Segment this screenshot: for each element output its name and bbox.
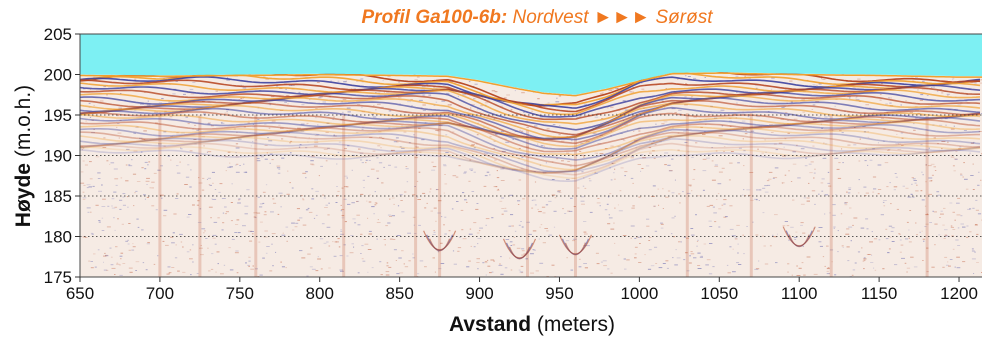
x-tick-label: 1100: [781, 284, 818, 303]
plot-area: [80, 34, 982, 277]
y-tick-label: 185: [44, 187, 72, 206]
y-tick-label: 190: [44, 147, 72, 166]
x-tick-label: 1200: [940, 284, 978, 303]
x-tick-label: 750: [226, 284, 254, 303]
x-axis: 650 700 750 800 850 900 950 1000 1050 1100 1150 120…: [66, 277, 978, 303]
x-tick-label: 1150: [861, 284, 898, 303]
y-axis-label: Høyde (m.o.h.): [12, 85, 35, 227]
ground-surface-line: [80, 72, 982, 97]
chart-title-rest: Nordvest ►►► Sørøst: [507, 7, 713, 28]
hyperbolas: [423, 226, 816, 260]
y-tick-label: 175: [44, 268, 72, 287]
x-tick-label: 1000: [620, 284, 658, 303]
y-tick-label: 205: [44, 25, 72, 44]
gridlines: [80, 114, 982, 237]
y-axis-label-bold: Høyde: [12, 163, 35, 227]
x-axis-label-bold: Avstand: [449, 313, 531, 336]
y-tick-label: 200: [44, 66, 72, 85]
sky-area: [80, 34, 982, 95]
x-tick-label: 650: [66, 284, 94, 303]
x-tick-label: 950: [545, 284, 573, 303]
y-tick-label: 195: [44, 106, 72, 125]
y-axis: 175 180 185 190 195 200 205: [44, 25, 80, 287]
x-tick-label: 1050: [700, 284, 738, 303]
y-tick-label: 180: [44, 228, 72, 247]
chart-title: Profil Ga100-6b: Nordvest ►►► Sørøst: [362, 7, 714, 28]
chart-title-bold: Profil Ga100-6b:: [362, 7, 508, 28]
x-tick-label: 900: [465, 284, 493, 303]
x-axis-label: Avstand (meters): [449, 313, 615, 336]
deep-columns: [158, 113, 929, 277]
x-tick-label: 800: [306, 284, 334, 303]
y-axis-label-rest: (m.o.h.): [12, 85, 35, 163]
x-axis-label-rest: (meters): [531, 313, 615, 336]
x-tick-label: 700: [146, 284, 174, 303]
x-tick-label: 850: [385, 284, 413, 303]
